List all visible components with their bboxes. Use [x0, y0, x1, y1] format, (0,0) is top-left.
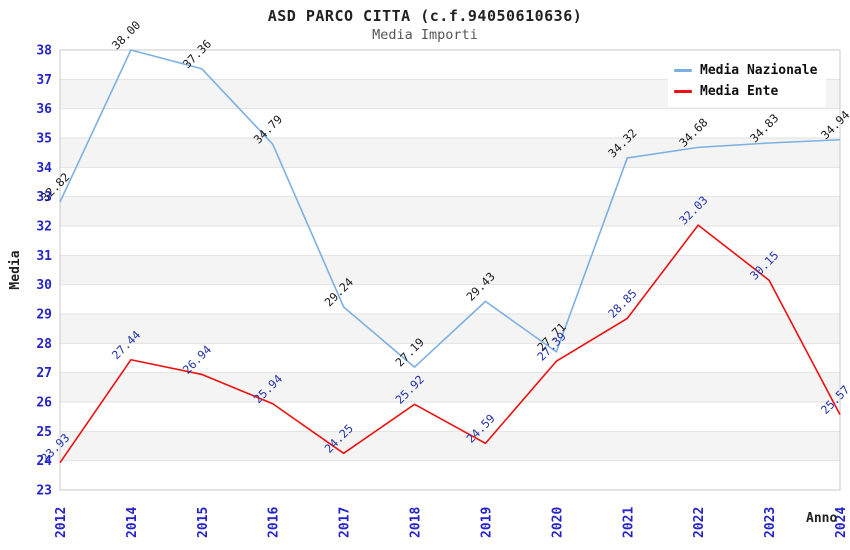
plot-band — [60, 138, 840, 168]
data-label: 26.94 — [180, 342, 214, 376]
y-tick-label: 28 — [36, 337, 52, 352]
y-tick-label: 34 — [36, 161, 52, 176]
x-tick-label: 2023 — [763, 507, 778, 538]
x-tick-label: 2017 — [338, 507, 353, 538]
legend-item-nazionale: Media Nazionale — [674, 63, 820, 78]
x-tick-label: 2016 — [267, 507, 282, 538]
plot-band — [60, 196, 840, 226]
x-tick-label: 2021 — [621, 507, 636, 538]
y-tick-label: 38 — [36, 44, 52, 59]
data-label: 34.94 — [818, 108, 850, 142]
chart-title: ASD PARCO CITTA (c.f.94050610636) — [267, 7, 583, 25]
x-tick-label: 2014 — [125, 507, 140, 538]
nazionale-line-swatch — [674, 69, 692, 72]
y-tick-label: 32 — [36, 220, 52, 235]
x-tick-label: 2024 — [834, 507, 849, 538]
x-tick-label: 2015 — [196, 507, 211, 538]
y-axis-title: Media — [8, 250, 23, 290]
plot-band — [60, 372, 840, 402]
y-tick-label: 35 — [36, 132, 52, 147]
y-tick-label: 29 — [36, 308, 52, 323]
x-tick-label: 2018 — [409, 507, 424, 538]
legend: Media Nazionale Media Ente — [668, 57, 826, 107]
legend-label: Media Ente — [700, 84, 779, 99]
x-tick-label: 2022 — [692, 507, 707, 538]
x-tick-label: 2012 — [54, 507, 69, 538]
x-tick-label: 2019 — [479, 507, 494, 538]
x-tick-label: 2020 — [550, 507, 565, 538]
plot-border — [59, 49, 841, 491]
legend-item-ente: Media Ente — [674, 84, 820, 99]
ente-line — [59, 224, 841, 464]
x-axis-title: Anno — [806, 511, 838, 526]
y-tick-label: 33 — [36, 190, 52, 205]
plot-band — [60, 431, 840, 461]
y-tick-label: 23 — [36, 484, 52, 499]
y-tick-label: 31 — [36, 249, 52, 264]
plot-band — [60, 314, 840, 344]
y-tick-label: 24 — [36, 454, 52, 469]
plot-band — [60, 255, 840, 285]
y-tick-label: 25 — [36, 425, 52, 440]
y-tick-label: 37 — [36, 73, 52, 88]
ente-line-swatch — [674, 90, 692, 93]
chart-subtitle: Media Importi — [372, 27, 478, 43]
y-tick-label: 27 — [36, 366, 52, 381]
y-tick-label: 30 — [36, 278, 52, 293]
nazionale-line — [59, 49, 841, 368]
y-tick-label: 36 — [36, 102, 52, 117]
legend-label: Media Nazionale — [700, 63, 818, 78]
y-tick-label: 26 — [36, 396, 52, 411]
